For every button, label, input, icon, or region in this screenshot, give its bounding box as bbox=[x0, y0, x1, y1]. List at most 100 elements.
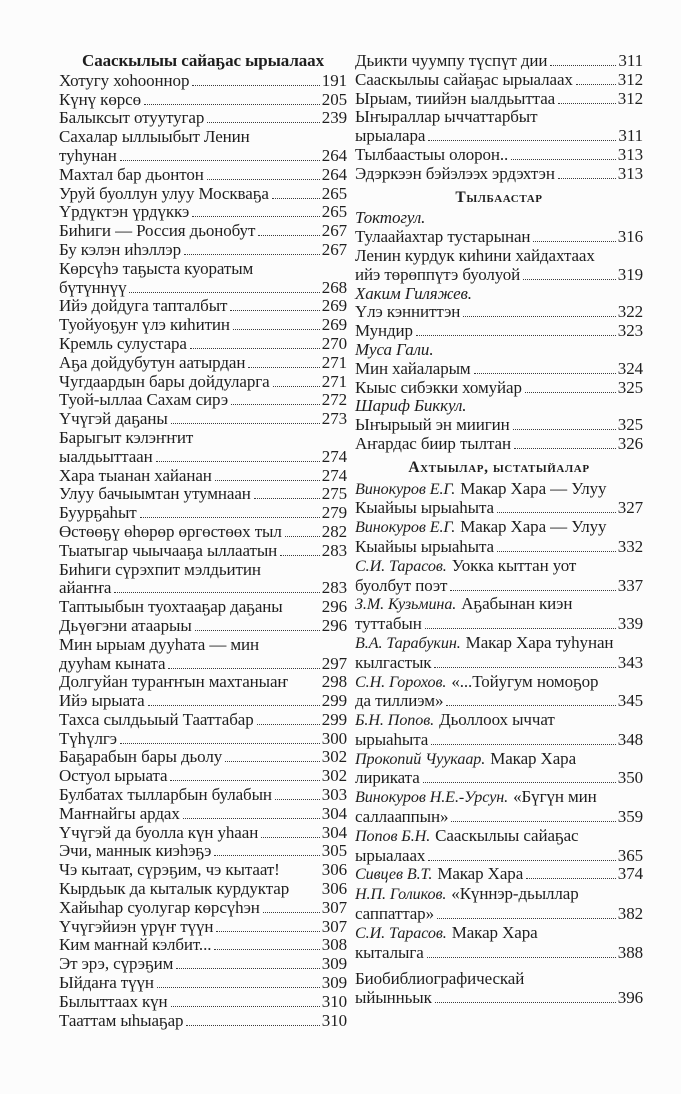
dot-leader bbox=[156, 987, 320, 989]
dot-leader bbox=[147, 705, 320, 707]
dot-leader bbox=[274, 799, 320, 801]
toc-entry-line: ыалдьыттаан 274 bbox=[59, 448, 347, 467]
toc-entry: Ленин курдук киһини хайдахтаах ийэ төрөпп… bbox=[355, 247, 643, 285]
toc-entry-line: Ыҥыраллар ыччаттарбыт bbox=[355, 108, 643, 127]
toc-entry: С.И. Тарасов. Макар Хара кыталыга 388 bbox=[355, 924, 643, 963]
entry-title: Тааттам ыһыаҕар bbox=[59, 1011, 184, 1030]
toc-entry: З.М. Кузьмина. Аҕабынан киэн туттабын 339 bbox=[355, 595, 643, 634]
toc-entry-line: Винокуров Е.Г. Макар Хара — Улуу bbox=[355, 518, 643, 538]
dot-leader bbox=[170, 1005, 320, 1007]
entry-title: В.А. Тарабукин. Макар Хара туһунан bbox=[355, 634, 614, 654]
entry-title: Маҥнайгы ардах bbox=[59, 804, 180, 823]
toc-entry-line: Кыайыы ырыаһыта 327 bbox=[355, 499, 643, 518]
dot-leader bbox=[426, 956, 616, 958]
toc-entry-line: ырыаһыта 348 bbox=[355, 731, 643, 750]
toc-entry-line: саллааппын» 359 bbox=[355, 808, 643, 827]
toc-entry-line: Биһиги — Россия дьонобут 267 bbox=[59, 222, 347, 241]
toc-entry-line: ийэ төрөппүтэ буолуой 319 bbox=[355, 266, 643, 285]
toc-entry-line: Эт эрэ, сүрэҕим 309 bbox=[59, 955, 347, 974]
author-name: Хаким Гиляжев. bbox=[355, 283, 472, 303]
page-number: 264 bbox=[321, 146, 347, 165]
dot-leader bbox=[258, 235, 320, 237]
toc-entry: Винокуров Е.Г. Макар Хара — Улуу Кыайыы ыр… bbox=[355, 518, 643, 557]
entry-title: Чугдаардын бары дойдуларга bbox=[59, 372, 270, 391]
entry-title-text: Макар Хара — Улуу bbox=[460, 518, 607, 537]
page-number: 313 bbox=[617, 145, 643, 164]
dot-leader bbox=[280, 554, 320, 556]
author-name: Шариф Биккул. bbox=[355, 396, 467, 416]
toc-entry: Бу кэлэн иһэллэр 267 bbox=[59, 241, 347, 260]
entry-title: Ыҥырыый эн миигин bbox=[355, 416, 510, 435]
toc-entry-line: Биобиблиографическай bbox=[355, 970, 643, 989]
inline-author: Н.П. Голиков. bbox=[355, 886, 447, 904]
entry-title-text: Сааскылыы сайаҕас bbox=[435, 826, 579, 845]
toc-entry-line: Улуу бачыымтан утумнаан 275 bbox=[59, 485, 347, 504]
entry-title: Мин ырыам дууһата — мин bbox=[59, 635, 260, 654]
toc-entry: Биһиги — Россия дьонобут 267 bbox=[59, 222, 347, 241]
toc-entry: Балыксыт отуутугар 239 bbox=[59, 109, 347, 128]
entry-title-continued: ырыалаах bbox=[355, 846, 426, 865]
toc-entry-line: Ыйдаҥа түүн 309 bbox=[59, 974, 347, 993]
dot-leader bbox=[119, 742, 320, 744]
dot-leader bbox=[550, 65, 617, 66]
toc-entry: Сивцев В.Т. Макар Хара 374 bbox=[355, 865, 643, 885]
toc-entry-line: Эдэркээн бэйэлээх эрдэхтэн 313 bbox=[355, 165, 643, 184]
entry-title: Эт эрэ, сүрэҕим bbox=[59, 955, 174, 974]
toc-entry: Ыҥыраллар ыччаттарбыт ырыалара 311 bbox=[355, 108, 643, 146]
dot-leader bbox=[272, 385, 320, 387]
toc-entry-line: кылгастык 343 bbox=[355, 654, 643, 673]
section-heading-smallcaps: Тылбаастар bbox=[455, 188, 543, 206]
dot-leader bbox=[139, 517, 320, 519]
page-number: 296 bbox=[321, 616, 347, 635]
toc-entry: Улуу бачыымтан утумнаан 275 bbox=[59, 485, 347, 504]
dot-leader bbox=[575, 83, 616, 85]
entry-title-continued: бүтүннүү bbox=[59, 278, 127, 297]
toc-entry: Булбатах тылларбын булабын 303 bbox=[59, 786, 347, 805]
toc-entry: Туой-ыллаа Сахам сирэ 272 bbox=[59, 391, 347, 410]
page-number: 374 bbox=[617, 865, 643, 884]
entry-title: Долгуйан тураҥҥын махтаныаҥ bbox=[59, 673, 288, 692]
entry-title: С.И. Тарасов. Уокка кыттан уот bbox=[355, 557, 576, 577]
toc-entry-line: ырыалаах 365 bbox=[355, 847, 643, 866]
entry-title-text: Аҕабынан киэн bbox=[461, 595, 573, 614]
page-number: 310 bbox=[321, 1011, 347, 1030]
page-number: 365 bbox=[617, 846, 643, 865]
entry-title-continued: кылгастык bbox=[355, 653, 432, 672]
page-number: 309 bbox=[321, 955, 347, 974]
toc-entry: Б.Н. Попов. Дьоллоох ыччат ырыаһыта 348 bbox=[355, 711, 643, 750]
entry-title-continued: да тиллиэм» bbox=[355, 692, 444, 711]
toc-entry-line: Ырыам, тиийэн ыалдьыттаа 312 bbox=[355, 90, 643, 109]
inline-author: Сивцев В.Т. bbox=[355, 866, 433, 884]
dot-leader bbox=[170, 423, 320, 425]
toc-entry-line: Тылбаастыы олорон.. 313 bbox=[355, 146, 643, 165]
entry-title-continued: ырыаһыта bbox=[355, 730, 429, 749]
page-number: 269 bbox=[321, 297, 347, 316]
entry-title-continued: ыалдьыттаан bbox=[59, 447, 153, 466]
toc-entry-line: Б.Н. Попов. Дьоллоох ыччат bbox=[355, 711, 643, 731]
page-number: 319 bbox=[617, 265, 643, 284]
page-number: 312 bbox=[617, 70, 643, 89]
page-number: 306 bbox=[321, 861, 347, 880]
page-number: 325 bbox=[617, 378, 643, 397]
page-number: 396 bbox=[617, 989, 643, 1008]
entry-title-text: «Бүгүн мин bbox=[513, 788, 597, 807]
entry-title: Кырдьык да кыталык курдуктар bbox=[59, 880, 290, 899]
toc-entry-line: Бу кэлэн иһэллэр 267 bbox=[59, 241, 347, 260]
toc-entry-line: айаҥҥа 283 bbox=[59, 579, 347, 598]
entry-title: Баҕарабын бары дьолу bbox=[59, 748, 223, 767]
entry-title-continued: ырыалара bbox=[355, 127, 426, 146]
inline-author: С.И. Тарасов. bbox=[355, 557, 447, 575]
entry-title-continued: саппаттар» bbox=[355, 905, 434, 924]
entry-title: Эчи, маннык киэһэҕэ bbox=[59, 842, 212, 861]
entry-title: Түһүлгэ bbox=[59, 729, 117, 748]
author-name: Муса Гали. bbox=[355, 339, 434, 359]
toc-entry: Үрдүктэн үрдүккэ 265 bbox=[59, 203, 347, 222]
entry-title: Кремль сулустара bbox=[59, 334, 187, 353]
toc-entry-line: Туой-ыллаа Сахам сирэ 272 bbox=[59, 391, 347, 410]
toc-entry: Кырдьык да кыталык курдуктар 306 bbox=[59, 880, 347, 899]
page-number: 300 bbox=[321, 729, 347, 748]
toc-entry: Остуол ырыата 302 bbox=[59, 767, 347, 786]
dot-leader bbox=[194, 629, 320, 631]
toc-entry-line: Долгуйан тураҥҥын махтаныаҥ 298 bbox=[59, 673, 347, 692]
entry-title-continued: буолбут поэт bbox=[355, 576, 448, 595]
